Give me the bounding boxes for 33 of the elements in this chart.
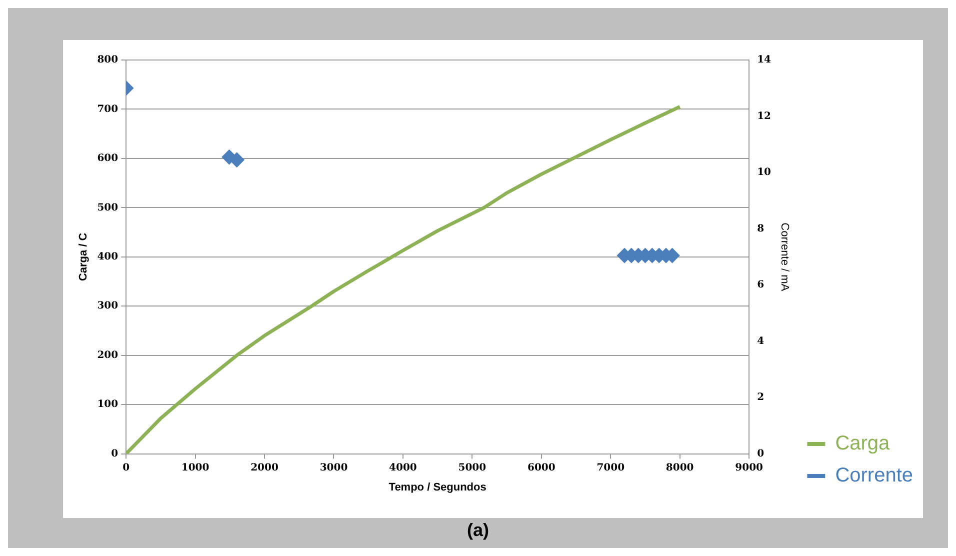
y-tick-label: 700 [97,104,118,115]
y-tick-label: 300 [97,300,118,312]
y-axis-title: Carga / C [78,232,90,282]
x-tick-label: 6000 [527,462,556,474]
x-tick-label: 1000 [181,462,210,474]
y-tick-label: 0 [111,448,118,460]
y-tick-label: 600 [97,153,118,164]
x-tick-label: 9000 [735,462,764,474]
y2-tick-label: 12 [757,110,772,122]
y-tick-label: 500 [97,202,118,214]
x-tick-label: 4000 [389,462,417,474]
legend-label: Carga [835,432,891,455]
y2-axis-title: Corrente / mA [778,222,791,292]
x-tick-label: 8000 [666,462,694,474]
y2-tick-label: 0 [757,448,764,460]
y-tick-label: 400 [97,251,118,262]
y2-tick-label: 10 [757,167,772,178]
y-tick-label: 800 [97,54,118,66]
x-axis-title: Tempo / Segundos [388,481,486,494]
y-tick-label: 200 [97,350,118,361]
x-tick-label: 2000 [250,462,278,474]
legend-label: Corrente [835,464,913,487]
y2-tick-label: 6 [757,280,764,291]
y2-tick-label: 14 [757,54,772,66]
x-tick-label: 5000 [458,462,486,474]
x-tick-label: 3000 [320,462,348,474]
y2-tick-label: 2 [757,392,764,404]
text: (a) [466,520,490,541]
y2-tick-label: 8 [757,223,764,234]
x-tick-label: 0 [122,462,130,474]
x-tick-label: 7000 [596,462,625,474]
y-tick-label: 100 [97,399,118,410]
y2-tick-label: 4 [757,336,764,347]
